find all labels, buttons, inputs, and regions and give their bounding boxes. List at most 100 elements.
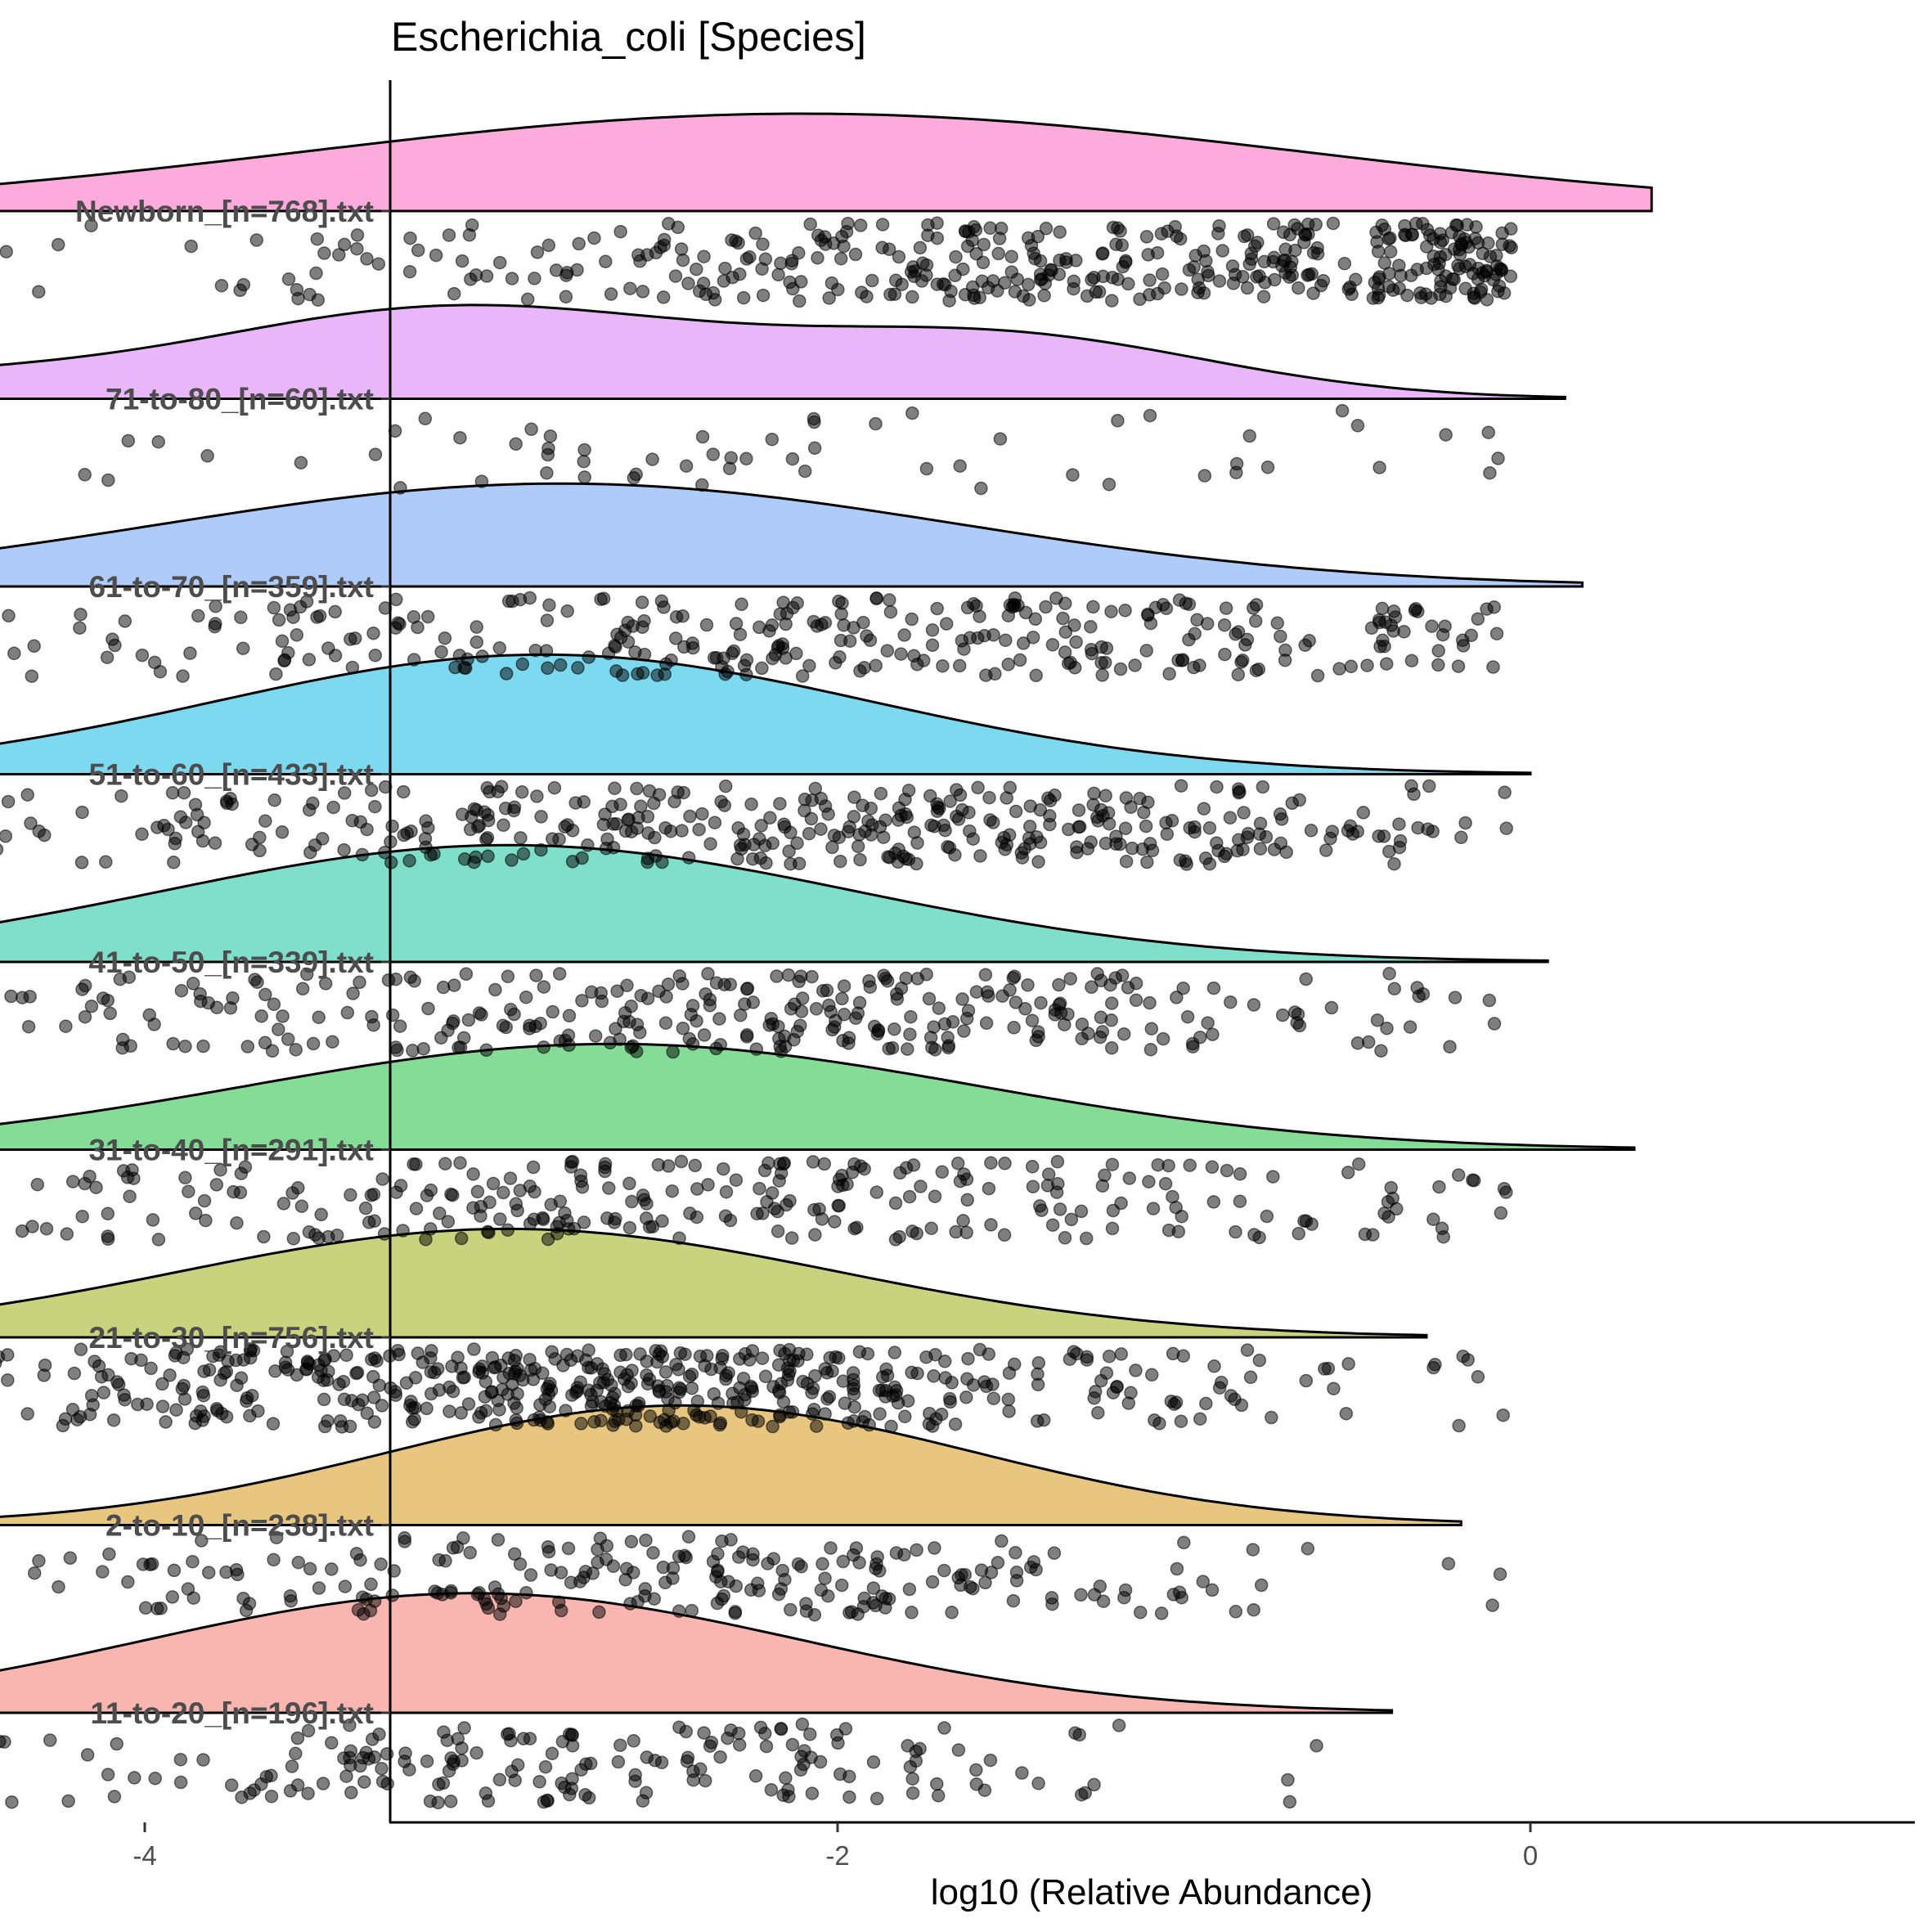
group-6-point <box>873 1407 887 1421</box>
group-2-point <box>815 618 829 631</box>
group-8-point <box>1281 1772 1295 1787</box>
group-5-point <box>892 1229 906 1244</box>
group-5-point <box>151 1233 166 1247</box>
group-3-point <box>759 856 773 870</box>
group-7-point <box>821 1588 835 1603</box>
group-3-point <box>1072 803 1086 817</box>
group-7-point <box>186 1554 200 1569</box>
group-6-point <box>366 1391 381 1404</box>
group-6-point <box>20 1407 34 1421</box>
group-5-point <box>25 1220 39 1233</box>
group-5-point <box>998 1157 1012 1170</box>
group-4-point <box>1063 972 1077 986</box>
group-2-point <box>735 597 748 612</box>
group-3-point <box>717 798 732 812</box>
group-4-point <box>1061 1007 1075 1022</box>
group-0-point <box>613 224 627 239</box>
group-5-point <box>949 1224 963 1239</box>
group-0-point <box>442 228 456 242</box>
group-5-point <box>1058 1231 1072 1245</box>
group-8-point <box>579 1757 593 1771</box>
group-6-point <box>268 1364 282 1378</box>
group-1-point <box>905 406 919 420</box>
group-6-point <box>155 1400 170 1413</box>
group-6-point <box>862 1418 876 1432</box>
group-6-point <box>367 1415 382 1429</box>
group-4-point <box>381 973 396 987</box>
group-3-point <box>735 842 748 856</box>
group-5-point <box>1175 1209 1188 1224</box>
group-5-point <box>123 1189 137 1203</box>
group-3-point <box>167 856 181 869</box>
group-7-point <box>181 1582 195 1596</box>
group-8-point <box>704 1736 719 1750</box>
group-1-point <box>1373 461 1386 474</box>
group-2-point <box>657 600 671 614</box>
group-3-point <box>1499 821 1513 835</box>
group-2-point <box>407 610 421 624</box>
group-7-point <box>724 1533 738 1547</box>
x-tick-label-2: -4 <box>133 1840 156 1871</box>
group-6-point <box>67 1366 82 1381</box>
group-7-point <box>1009 1574 1024 1588</box>
group-5-point <box>1220 1163 1234 1178</box>
group-0-point <box>1244 246 1259 261</box>
group-2-point <box>553 658 568 672</box>
group-0-point <box>1292 281 1305 295</box>
group-7-point <box>869 1598 883 1613</box>
group-4-point <box>452 1040 465 1055</box>
group-2-point <box>560 604 574 618</box>
group-0-point <box>528 272 541 285</box>
group-3-point <box>703 837 717 851</box>
group-5-point <box>888 1196 903 1211</box>
group-2-point <box>191 609 205 623</box>
group-4-point <box>295 982 310 996</box>
group-8-point <box>344 1786 358 1799</box>
group-7-point <box>910 1543 923 1557</box>
group-6-point <box>445 1359 459 1373</box>
group-3-point <box>971 780 985 795</box>
group-8-point <box>532 1775 546 1789</box>
group-3-point <box>168 837 182 851</box>
group-6-point <box>1427 1360 1440 1375</box>
group-2-point <box>596 591 611 606</box>
group-6-point <box>693 1349 708 1364</box>
group-4-point <box>553 1034 568 1048</box>
group-2-point <box>952 658 967 673</box>
group-6-point <box>545 1345 559 1359</box>
group-3-point <box>1109 829 1123 843</box>
group-8-point <box>785 1737 800 1752</box>
group-1-point <box>645 452 659 466</box>
group-4-point <box>4 989 18 1004</box>
group-4-point <box>306 1036 321 1051</box>
group-2-point <box>739 653 754 667</box>
group-4-point <box>766 1017 780 1031</box>
group-0-point <box>1422 228 1437 242</box>
group-5-point <box>470 1184 485 1199</box>
group-0-point <box>736 290 751 305</box>
group-7-point <box>978 1575 992 1590</box>
group-5-point <box>688 1158 703 1173</box>
group-0-point <box>811 251 824 265</box>
group-2-point <box>755 661 769 676</box>
group-4-point <box>312 1010 326 1025</box>
group-2-point <box>1487 600 1501 614</box>
group-4-point <box>825 1022 839 1037</box>
group-0-point <box>1306 245 1321 260</box>
group-4-point <box>289 1043 303 1057</box>
group-5-point <box>828 1215 842 1229</box>
group-7-point <box>852 1556 866 1570</box>
group-1-point <box>1229 465 1243 480</box>
group-3-point <box>1256 780 1270 794</box>
group-8-point <box>523 1732 537 1746</box>
group-5-point <box>441 1215 456 1229</box>
group-2-point <box>773 607 788 621</box>
group-4-point <box>1129 993 1143 1008</box>
group-6-point <box>1193 1412 1207 1426</box>
group-4-point <box>196 1039 210 1054</box>
group-6-point <box>582 1343 595 1357</box>
group-8-point <box>339 1769 353 1783</box>
group-4-point <box>479 1043 493 1058</box>
group-5-point <box>564 1160 578 1174</box>
group-3-point <box>353 815 368 829</box>
